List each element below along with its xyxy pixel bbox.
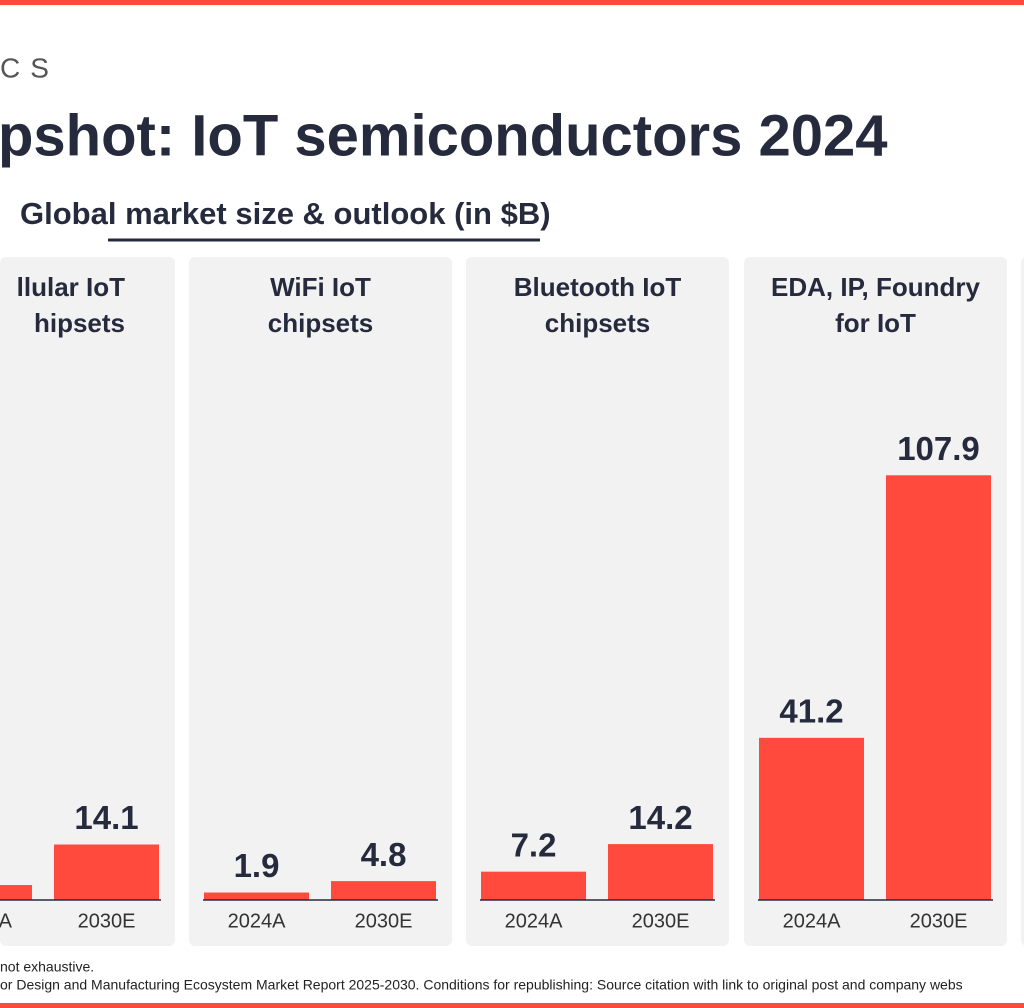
bar <box>0 885 32 900</box>
panel-title: chipsets <box>545 308 651 338</box>
panel <box>1021 257 1024 946</box>
bar <box>204 892 309 900</box>
panel-title: EDA, IP, Foundry <box>771 272 981 302</box>
footnote: not exhaustive. <box>0 959 94 975</box>
x-tick-label: A <box>0 910 13 932</box>
value-label: 41.2 <box>779 693 843 730</box>
bar <box>481 871 586 900</box>
value-label: 7.2 <box>511 826 557 863</box>
bottom-band <box>0 1003 1024 1008</box>
value-label: 14.2 <box>628 799 692 836</box>
logo: CS <box>0 52 59 83</box>
panel-title: chipsets <box>268 308 374 338</box>
x-tick-label: 2024A <box>783 910 841 932</box>
x-tick-label: 2030E <box>355 910 413 932</box>
top-band <box>0 0 1024 5</box>
value-label: 14.1 <box>74 799 138 836</box>
value-label: 1.9 <box>234 847 280 884</box>
value-label: 4.8 <box>361 836 407 873</box>
panel-title: Bluetooth IoT <box>514 272 682 302</box>
panel <box>189 257 452 946</box>
panel-title: hipsets <box>34 308 125 338</box>
x-tick-label: 2024A <box>228 910 286 932</box>
value-label: 107.9 <box>897 430 980 467</box>
bar <box>759 737 864 900</box>
panel-title: llular IoT <box>17 272 125 302</box>
x-tick-label: 2030E <box>78 910 136 932</box>
panel <box>0 257 175 946</box>
bar <box>54 844 159 900</box>
footnote: or Design and Manufacturing Ecosystem Ma… <box>0 977 963 993</box>
x-tick-label: 2024A <box>505 910 563 932</box>
x-tick-label: 2030E <box>632 910 690 932</box>
x-tick-label: 2030E <box>910 910 968 932</box>
panel <box>466 257 729 946</box>
bar <box>608 844 713 900</box>
title: pshot: IoT semiconductors 2024 <box>0 103 888 168</box>
subtitle: Global market size & outlook (in $B) <box>20 196 551 231</box>
panel-title: WiFi IoT <box>270 272 371 302</box>
bar <box>331 881 436 900</box>
panel-title: for IoT <box>835 308 916 338</box>
bar <box>886 475 991 900</box>
